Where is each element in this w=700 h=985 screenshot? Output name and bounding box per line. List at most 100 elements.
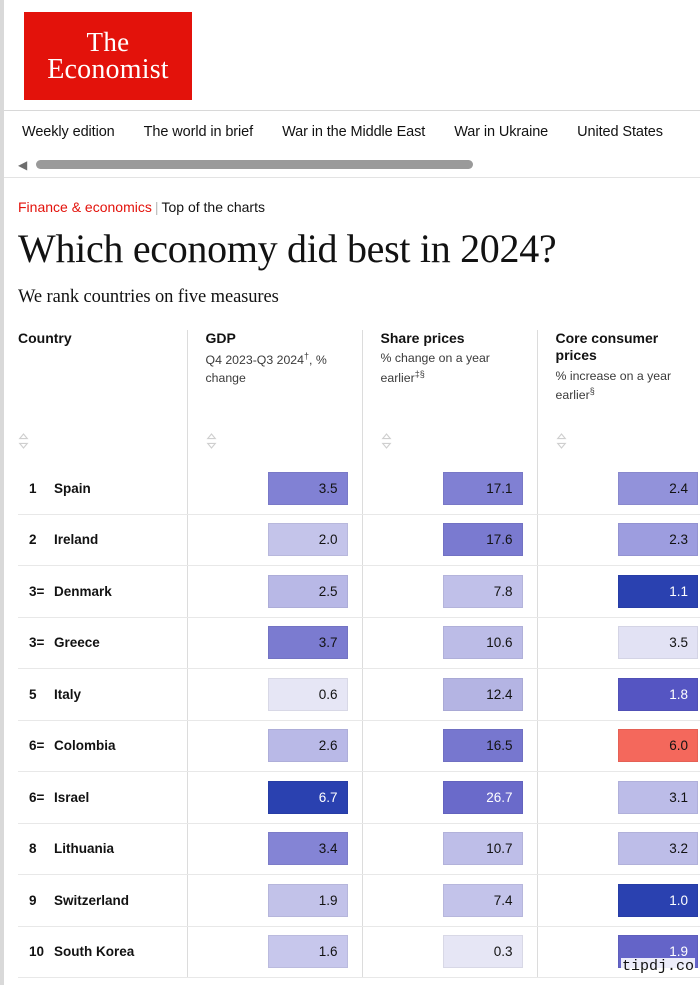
value-chip: 26.7 xyxy=(442,780,523,814)
breadcrumb-subsection[interactable]: Top of the charts xyxy=(161,199,265,215)
cell-wrapper: 0.6 xyxy=(188,677,362,711)
cell-wrapper: 3.7 xyxy=(188,626,362,660)
row-rank: 6= xyxy=(18,720,54,773)
value-chip: 2.6 xyxy=(267,729,348,763)
cell-wrapper: 6.0 xyxy=(538,729,700,763)
column-subtitle-share-prices: % change on a year earlier‡§ xyxy=(380,351,490,385)
table-row: 2 Ireland 2.0 17.6 2.3 xyxy=(18,514,700,567)
core-consumer-prices-cell: 1.0 xyxy=(536,874,700,927)
gdp-cell: 2.6 xyxy=(186,720,363,773)
gdp-cell: 2.5 xyxy=(186,565,363,618)
economist-logo[interactable]: The Economist xyxy=(24,12,192,100)
row-rank: 2 xyxy=(18,514,54,567)
gdp-cell: 1.9 xyxy=(186,874,363,927)
primary-nav: Weekly edition The world in brief War in… xyxy=(4,110,700,152)
row-rank: 1 xyxy=(18,462,54,515)
nav-item-united-states[interactable]: United States xyxy=(577,123,663,140)
nav-item-weekly-edition[interactable]: Weekly edition xyxy=(22,123,115,140)
value-chip: 2.3 xyxy=(618,523,699,557)
cell-wrapper: 10.6 xyxy=(363,626,537,660)
table-row: 1 Spain 3.5 17.1 2.4 xyxy=(18,462,700,515)
cell-wrapper: 1.0 xyxy=(538,883,700,917)
rankings-table: Country GDP Q4 2023-Q3 2024†, % change xyxy=(18,329,700,979)
column-title-country: Country xyxy=(18,329,72,346)
sort-chevrons-icon-core-consumer-prices[interactable] xyxy=(556,432,567,449)
share-prices-cell: 17.1 xyxy=(361,462,538,515)
cell-wrapper: 1.6 xyxy=(188,935,362,969)
nav-item-war-in-the-middle-east[interactable]: War in the Middle East xyxy=(282,123,426,140)
value-chip: 3.5 xyxy=(267,471,348,505)
cell-wrapper: 17.6 xyxy=(363,523,537,557)
table-row: 10 South Korea 1.6 0.3 1.9 xyxy=(18,926,700,979)
logo-text-the: The xyxy=(86,26,130,57)
logo-text-economist: Economist xyxy=(47,53,169,85)
row-rank: 8 xyxy=(18,823,54,876)
article-header: Finance & economics | Top of the charts Wh… xyxy=(4,199,700,308)
value-chip: 3.5 xyxy=(618,626,699,660)
row-rank: 9 xyxy=(18,874,54,927)
cell-wrapper: 3.5 xyxy=(188,471,362,505)
scroll-left-arrow-icon[interactable]: ◀ xyxy=(18,157,28,172)
sort-chevrons-icon-share-prices[interactable] xyxy=(381,432,392,449)
cell-wrapper: 26.7 xyxy=(363,780,537,814)
gdp-cell: 3.4 xyxy=(186,823,363,876)
share-prices-cell: 17.6 xyxy=(361,514,538,567)
core-consumer-prices-cell: 3.5 xyxy=(536,617,700,670)
table-row: 3= Greece 3.7 10.6 3.5 xyxy=(18,617,700,670)
value-chip: 1.9 xyxy=(618,935,699,969)
cell-wrapper: 12.4 xyxy=(363,677,537,711)
nav-scrollbar: ◀ xyxy=(4,152,700,178)
value-chip: 16.5 xyxy=(442,729,523,763)
row-country-name: Ireland xyxy=(54,514,188,567)
breadcrumb: Finance & economics | Top of the charts xyxy=(18,199,686,215)
cell-wrapper: 17.1 xyxy=(363,471,537,505)
sort-chevrons-icon-country[interactable] xyxy=(18,432,29,449)
value-chip: 6.0 xyxy=(618,729,699,763)
value-chip: 3.2 xyxy=(618,832,699,866)
value-chip: 0.6 xyxy=(267,677,348,711)
sort-chevrons-icon-gdp[interactable] xyxy=(206,432,217,449)
cell-wrapper: 2.3 xyxy=(538,523,700,557)
value-chip: 10.7 xyxy=(442,832,523,866)
nav-item-war-in-ukraine[interactable]: War in Ukraine xyxy=(454,123,549,140)
row-country-name: South Korea xyxy=(54,926,188,979)
share-prices-cell: 7.4 xyxy=(361,874,538,927)
row-country-name: Greece xyxy=(54,617,188,670)
cell-wrapper: 7.4 xyxy=(363,883,537,917)
value-chip: 3.1 xyxy=(618,780,699,814)
gdp-cell: 3.5 xyxy=(186,462,363,515)
row-country-name: Italy xyxy=(54,668,188,721)
value-chip: 1.0 xyxy=(618,883,699,917)
value-chip: 1.1 xyxy=(618,574,699,608)
row-country-name: Colombia xyxy=(54,720,188,773)
cell-wrapper: 3.1 xyxy=(538,780,700,814)
row-rank: 3= xyxy=(18,565,54,618)
page-title: Which economy did best in 2024? xyxy=(18,226,557,272)
row-country-name: Denmark xyxy=(54,565,188,618)
table-row: 6= Colombia 2.6 16.5 6.0 xyxy=(18,720,700,773)
cell-wrapper: 1.8 xyxy=(538,677,700,711)
value-chip: 1.9 xyxy=(267,883,348,917)
column-header-share-prices: Share prices % change on a year earlier‡§ xyxy=(361,329,538,463)
core-consumer-prices-cell: 2.3 xyxy=(536,514,700,567)
gdp-cell: 0.6 xyxy=(186,668,363,721)
breadcrumb-separator: | xyxy=(154,199,159,215)
breadcrumb-section[interactable]: Finance & economics xyxy=(18,199,152,215)
table-row: 6= Israel 6.7 26.7 3.1 xyxy=(18,771,700,824)
nav-scroll-thumb[interactable] xyxy=(36,160,473,169)
column-subtitle-gdp: Q4 2023-Q3 2024†, % change xyxy=(205,351,327,385)
nav-item-the-world-in-brief[interactable]: The world in brief xyxy=(143,123,254,140)
column-header-country: Country xyxy=(18,330,187,463)
core-consumer-prices-cell: 1.8 xyxy=(536,668,700,721)
value-chip: 17.1 xyxy=(442,471,523,505)
value-chip: 2.4 xyxy=(618,471,699,505)
column-title-share-prices: Share prices xyxy=(380,329,465,346)
share-prices-cell: 16.5 xyxy=(361,720,538,773)
column-header-core-consumer-prices: Core consumer prices % increase on a year… xyxy=(536,329,700,463)
share-prices-cell: 0.3 xyxy=(361,926,538,979)
core-consumer-prices-cell: 1.9 xyxy=(536,926,700,979)
gdp-cell: 2.0 xyxy=(186,514,363,567)
value-chip: 3.4 xyxy=(267,832,348,866)
table-body: 1 Spain 3.5 17.1 2.4 2 Ireland 2.0 17.6 2.3 3= Denm… xyxy=(18,462,700,979)
cell-wrapper: 2.5 xyxy=(188,574,362,608)
